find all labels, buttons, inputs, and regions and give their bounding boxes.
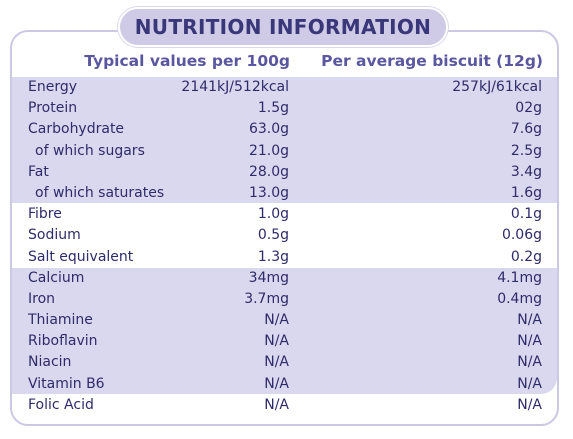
table-row: Iron 3.7mg 0.4mg [0, 289, 573, 310]
column-header-per-biscuit: Per average biscuit (12g) [321, 52, 543, 70]
value-per-biscuit: N/A [517, 333, 542, 350]
nutrient-name: Iron [28, 290, 56, 307]
shaded-band-minerals [12, 268, 557, 394]
value-per-biscuit: N/A [517, 312, 542, 329]
table-row: Fibre 1.0g 0.1g [0, 204, 573, 225]
table-row: of which saturates 13.0g 1.6g [0, 183, 573, 204]
value-per-biscuit: 0.06g [501, 227, 542, 244]
value-per-100g: N/A [264, 312, 289, 329]
value-per-100g: N/A [264, 354, 289, 371]
value-per-100g: 28.0g [248, 163, 289, 180]
value-per-100g: 34mg [248, 269, 289, 286]
value-per-biscuit: 02g [515, 100, 542, 117]
value-per-100g: 21.0g [248, 142, 289, 159]
value-per-biscuit: 2.5g [510, 142, 542, 159]
value-per-biscuit: 0.4mg [497, 290, 542, 307]
nutrient-name: of which saturates [35, 184, 165, 201]
nutrient-name: Niacin [28, 354, 72, 371]
nutrient-name: Fat [28, 163, 49, 180]
table-row: Sodium 0.5g 0.06g [0, 225, 573, 246]
table-row: Protein 1.5g 02g [0, 98, 573, 119]
value-per-biscuit: 0.1g [510, 206, 542, 223]
nutrient-name: Riboflavin [28, 333, 98, 350]
nutrient-name: Calcium [28, 269, 85, 286]
value-per-biscuit: 1.6g [510, 184, 542, 201]
value-per-100g: 13.0g [248, 184, 289, 201]
table-row: Vitamin B6 N/A N/A [0, 374, 573, 395]
value-per-100g: 3.7mg [244, 290, 289, 307]
nutrient-name: Thiamine [28, 312, 93, 329]
value-per-biscuit: 257kJ/61kcal [452, 79, 542, 95]
value-per-biscuit: 3.4g [510, 163, 542, 180]
value-per-biscuit: 7.6g [510, 121, 542, 138]
value-per-100g: 1.0g [257, 206, 289, 223]
nutrient-name: Fibre [28, 206, 62, 223]
nutrient-name: Carbohydrate [28, 121, 125, 138]
table-row: Energy 2141kJ/512kcal 257kJ/61kcal [0, 77, 573, 98]
nutrient-name: Vitamin B6 [28, 375, 105, 392]
value-per-100g: 0.5g [257, 227, 289, 244]
nutrient-name: Energy [28, 79, 78, 95]
table-row: Riboflavin N/A N/A [0, 331, 573, 352]
table-row: Niacin N/A N/A [0, 352, 573, 373]
nutrient-name: Sodium [28, 227, 81, 244]
column-header-per-100g: Typical values per 100g [84, 52, 290, 70]
table-row: of which sugars 21.0g 2.5g [0, 141, 573, 162]
table-row: Thiamine N/A N/A [0, 310, 573, 331]
value-per-100g: 1.5g [257, 100, 289, 117]
value-per-biscuit: N/A [517, 396, 542, 413]
table-row: Salt equivalent 1.3g 0.2g [0, 247, 573, 268]
table-row: Carbohydrate 63.0g 7.6g [0, 119, 573, 140]
table-row: Folic Acid N/A N/A [0, 395, 573, 416]
value-per-100g: N/A [264, 375, 289, 392]
title-banner: NUTRITION INFORMATION [118, 7, 448, 47]
page-title: NUTRITION INFORMATION [134, 15, 432, 39]
value-per-biscuit: N/A [517, 354, 542, 371]
value-per-100g: N/A [264, 333, 289, 350]
value-per-biscuit: 0.2g [510, 248, 542, 265]
value-per-100g: 2141kJ/512kcal [181, 79, 289, 95]
value-per-100g: 1.3g [257, 248, 289, 265]
value-per-biscuit: N/A [517, 375, 542, 392]
nutrient-name: Folic Acid [28, 396, 94, 413]
value-per-100g: 63.0g [248, 121, 289, 138]
nutrient-name: Protein [28, 100, 78, 117]
shaded-band-macros [12, 77, 557, 203]
nutrition-table: Energy 2141kJ/512kcal 257kJ/61kcal Protein 1… [0, 77, 573, 416]
nutrient-name: Salt equivalent [28, 248, 134, 265]
value-per-100g: N/A [264, 396, 289, 413]
table-row: Calcium 34mg 4.1mg [0, 268, 573, 289]
table-row: Fat 28.0g 3.4g [0, 162, 573, 183]
nutrient-name: of which sugars [35, 142, 145, 159]
value-per-biscuit: 4.1mg [497, 269, 542, 286]
